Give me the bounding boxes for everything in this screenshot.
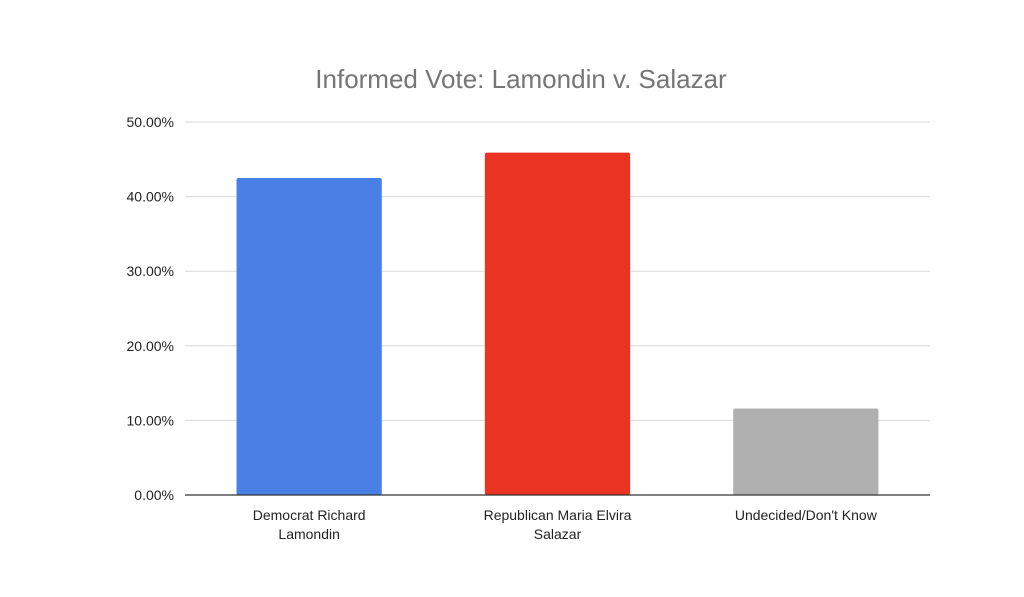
y-tick-label: 30.00% (127, 263, 174, 279)
x-category-label: Undecided/Don't Know (735, 507, 878, 523)
x-axis-labels: Democrat Richard Lamondin Republican Maria… (253, 507, 878, 542)
y-tick-label: 0.00% (134, 487, 174, 503)
x-category-label: Republican Maria Elvira Salazar (484, 507, 632, 542)
y-tick-label: 10.00% (127, 412, 174, 428)
bar-0 (236, 177, 382, 495)
bar-1 (484, 152, 631, 495)
chart-title: Informed Vote: Lamondin v. Salazar (315, 64, 727, 94)
bars (236, 152, 879, 495)
x-category-label: Democrat Richard Lamondin (253, 507, 366, 542)
y-axis-ticks: 0.00% 10.00% 20.00% 30.00% 40.00% 50.00% (127, 114, 174, 503)
y-tick-label: 20.00% (127, 338, 174, 354)
y-tick-label: 50.00% (127, 114, 174, 130)
y-tick-label: 40.00% (127, 189, 174, 205)
bar-2 (733, 408, 879, 495)
